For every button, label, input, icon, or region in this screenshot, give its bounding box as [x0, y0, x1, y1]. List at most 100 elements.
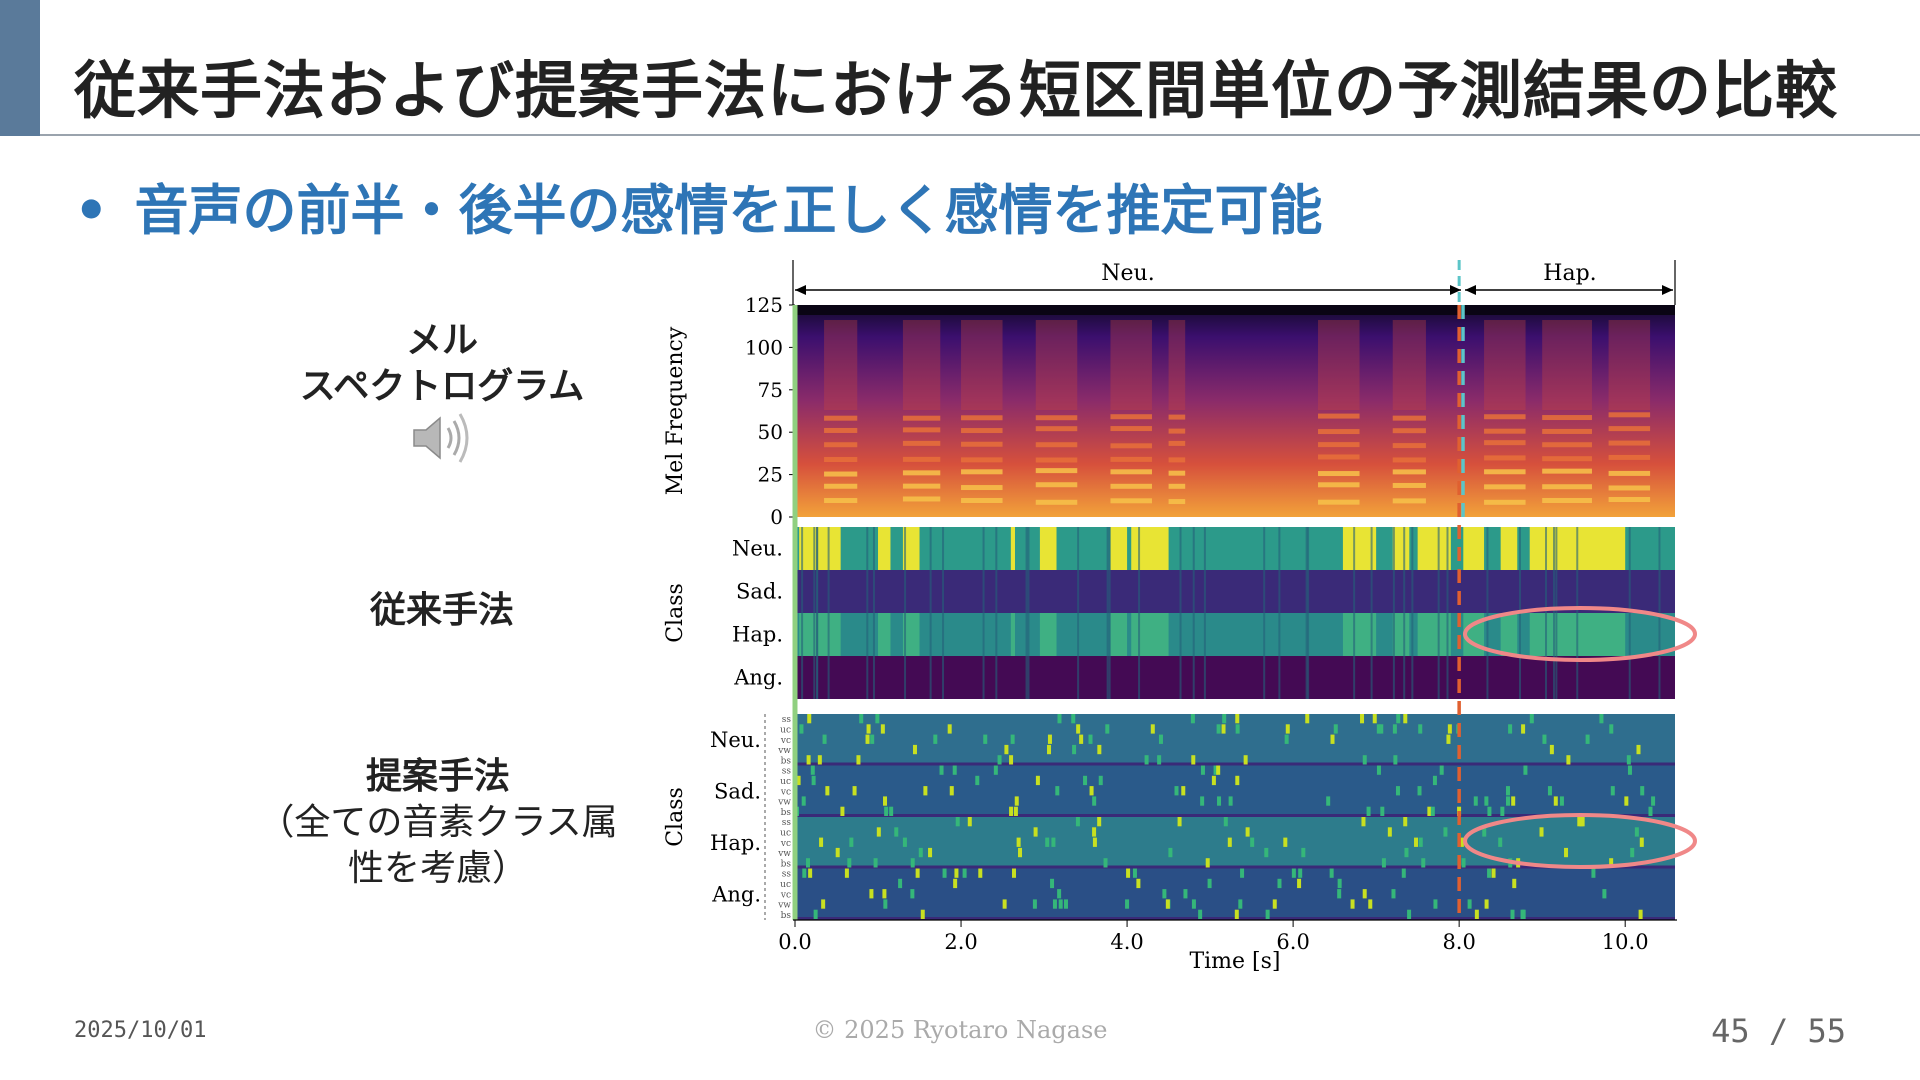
class-stripe	[1027, 527, 1030, 699]
class-stripe	[904, 527, 907, 699]
phoneme-cell	[1002, 899, 1007, 909]
phoneme-cell	[1165, 899, 1170, 909]
phoneme-cell	[954, 868, 959, 878]
phoneme-cell	[1205, 858, 1210, 868]
phoneme-cell	[882, 889, 887, 899]
phoneme-sublabel: vc	[780, 839, 791, 849]
phoneme-cell	[1396, 714, 1401, 724]
mel-harmonic	[1318, 482, 1360, 488]
phoneme-cell	[883, 796, 888, 806]
phoneme-cell	[1511, 796, 1516, 806]
row-separator	[795, 814, 1675, 817]
phoneme-cell	[1298, 868, 1303, 878]
speaker-icon[interactable]	[408, 408, 472, 468]
phoneme-cell	[1648, 806, 1653, 816]
phoneme-cell	[993, 765, 998, 775]
mel-harmonic	[902, 456, 941, 462]
mel-harmonic	[1542, 484, 1592, 490]
mel-harmonic	[1484, 499, 1526, 505]
class-stripe	[1307, 527, 1310, 699]
phoneme-cell	[1240, 868, 1245, 878]
mel-harmonic	[902, 496, 941, 502]
class-stripe	[866, 527, 869, 699]
mel-harmonic	[1392, 498, 1426, 504]
phoneme-cell	[1366, 806, 1371, 816]
phoneme-cell	[1624, 796, 1629, 806]
neutral-cell	[1417, 527, 1451, 570]
phoneme-cell	[1047, 734, 1052, 744]
phoneme-sublabel: uc	[780, 880, 791, 890]
happy-cell	[1342, 613, 1377, 656]
phoneme-cell	[1083, 775, 1088, 786]
phoneme-cell	[1305, 714, 1310, 724]
phoneme-cell	[1198, 909, 1203, 919]
mel-ytick-label: 25	[758, 463, 783, 487]
phoneme-cell	[870, 734, 875, 744]
phoneme-cell	[1088, 734, 1093, 744]
phoneme-cell	[1403, 714, 1408, 724]
label-proposed-line3: 性を考慮）	[347, 848, 528, 889]
x-tick-label: 0.0	[778, 930, 811, 954]
mel-harmonic	[1168, 414, 1186, 420]
phoneme-sublabel: vw	[777, 746, 791, 756]
phoneme-cell	[835, 847, 840, 858]
happy-cell	[1392, 613, 1410, 656]
phoneme-cell	[1387, 827, 1392, 837]
class-stripe	[1138, 527, 1141, 699]
class-stripe	[816, 527, 819, 699]
mel-harmonic	[824, 427, 858, 433]
phoneme-cell	[806, 755, 811, 765]
mel-formant	[1035, 320, 1078, 410]
phoneme-cell	[997, 755, 1002, 765]
phoneme-cell	[1200, 796, 1205, 806]
happy-cell	[878, 613, 891, 656]
phoneme-cell	[1446, 734, 1451, 744]
phoneme-cell	[1063, 899, 1068, 909]
label-proposed-line1: 提案手法	[365, 756, 510, 797]
mel-harmonic	[1035, 415, 1078, 421]
phoneme-cell	[1539, 827, 1544, 837]
phoneme-cell	[1547, 786, 1552, 796]
phoneme-sublabel: ss	[782, 870, 792, 880]
mel-harmonic	[1110, 498, 1152, 504]
class-stripe	[995, 527, 998, 699]
bullet-point: • 音声の前半・後半の感情を正しく感情を推定可能	[74, 166, 1323, 245]
phoneme-cell	[1362, 889, 1367, 899]
phoneme-sublabel: bs	[781, 859, 792, 869]
mel-harmonic	[902, 470, 941, 476]
mel-harmonic	[1318, 429, 1360, 435]
phoneme-cell	[1566, 755, 1571, 765]
phoneme-cell	[1636, 744, 1641, 755]
mel-harmonic	[1608, 426, 1651, 432]
phoneme-cell	[1190, 714, 1195, 724]
phoneme-sublabel: vw	[777, 901, 791, 911]
phoneme-cell	[933, 734, 938, 744]
phoneme-cell	[1609, 858, 1614, 868]
phoneme-cell	[1333, 724, 1338, 734]
phoneme-cell	[859, 714, 864, 724]
neutral-cell	[1131, 527, 1169, 570]
phoneme-cell	[1018, 847, 1023, 858]
phoneme-cell	[1467, 899, 1472, 909]
class-stripe	[1545, 527, 1548, 699]
phoneme-cell	[1510, 909, 1515, 919]
phoneme-cell	[949, 786, 954, 796]
mel-harmonic	[902, 483, 941, 489]
mel-formant	[824, 320, 858, 410]
mel-harmonic	[961, 441, 1003, 447]
phoneme-cell	[918, 847, 923, 858]
proposed-ylabel: Class	[663, 787, 688, 847]
mel-harmonic	[961, 428, 1003, 434]
bullet-dot: •	[74, 179, 109, 242]
phoneme-cell	[1521, 724, 1526, 734]
phoneme-cell	[1361, 817, 1366, 827]
phoneme-sublabel: bs	[781, 808, 792, 818]
phoneme-cell	[1211, 775, 1216, 786]
phoneme-cell	[1432, 775, 1437, 786]
class-stripe	[801, 527, 804, 699]
conventional-class-label: Hap.	[732, 623, 783, 647]
phoneme-cell	[1213, 765, 1218, 775]
mel-harmonic	[1484, 484, 1526, 490]
phoneme-cell	[817, 755, 822, 765]
phoneme-cell	[1285, 724, 1290, 734]
